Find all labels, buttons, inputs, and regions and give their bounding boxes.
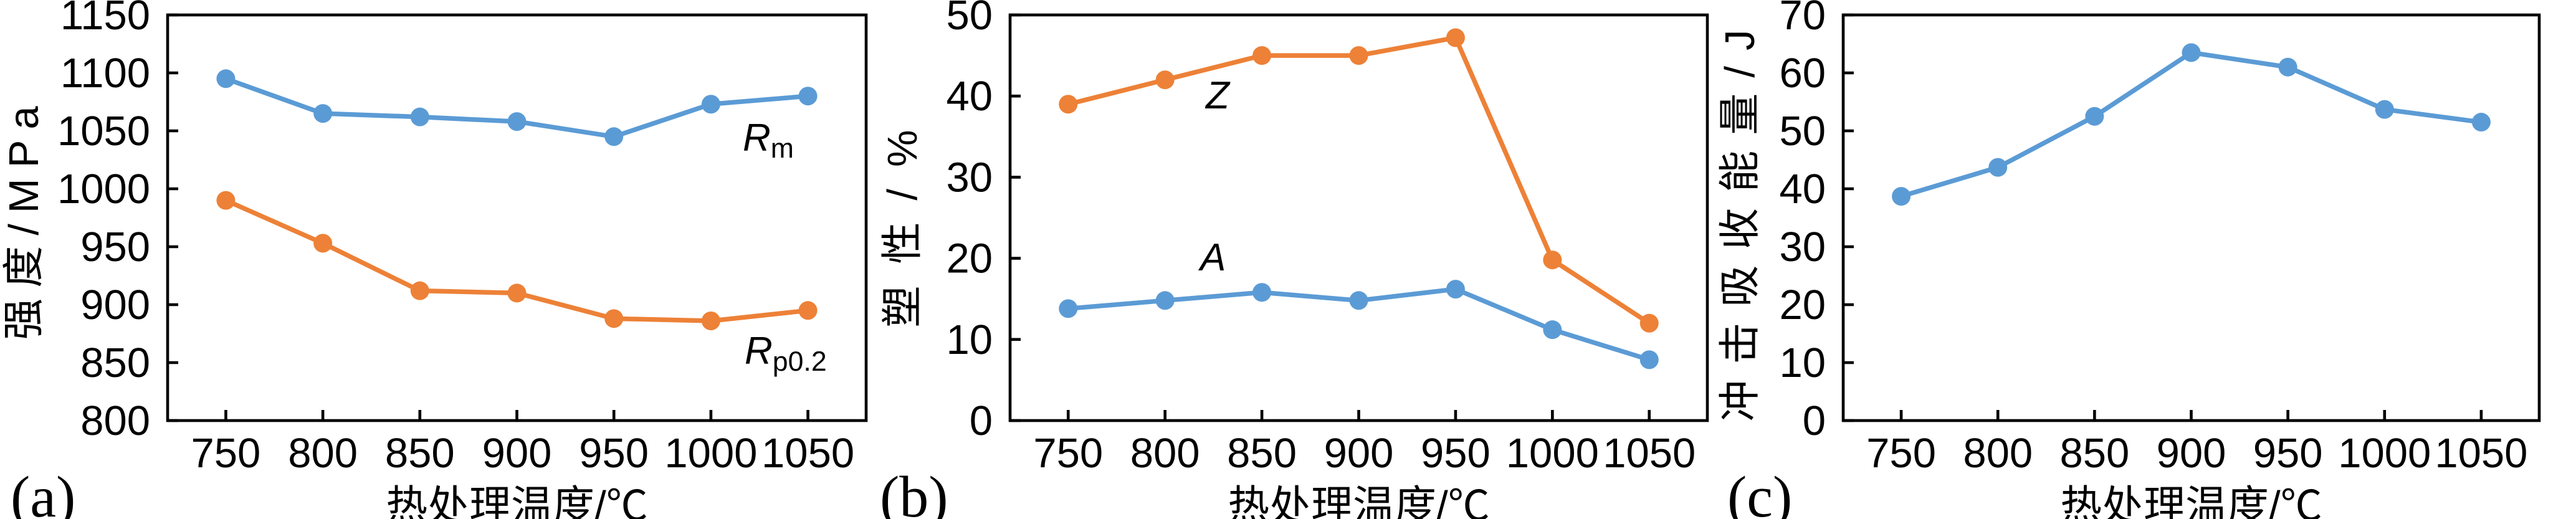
svg-text:900: 900 bbox=[80, 282, 150, 328]
svg-text:60: 60 bbox=[1779, 50, 1826, 97]
svg-text:塑性/%: 塑性/% bbox=[879, 108, 926, 327]
svg-text:10: 10 bbox=[1779, 340, 1826, 386]
svg-text:70: 70 bbox=[1779, 0, 1826, 39]
svg-text:1050: 1050 bbox=[57, 108, 150, 155]
svg-text:10: 10 bbox=[946, 317, 993, 363]
svg-text:1050: 1050 bbox=[1603, 430, 1696, 477]
svg-text:850: 850 bbox=[1227, 430, 1297, 477]
svg-text:热处理温度/℃: 热处理温度/℃ bbox=[1228, 483, 1490, 519]
svg-text:A: A bbox=[1198, 236, 1226, 279]
svg-text:20: 20 bbox=[1779, 282, 1826, 328]
svg-text:(b): (b) bbox=[880, 465, 948, 519]
svg-text:1000: 1000 bbox=[664, 430, 757, 477]
svg-text:950: 950 bbox=[579, 430, 649, 477]
svg-text:800: 800 bbox=[288, 430, 358, 477]
svg-text:1050: 1050 bbox=[761, 430, 854, 477]
svg-text:950: 950 bbox=[1421, 430, 1491, 477]
svg-text:900: 900 bbox=[2157, 430, 2226, 477]
svg-text:850: 850 bbox=[2059, 430, 2129, 477]
svg-text:热处理温度/℃: 热处理温度/℃ bbox=[386, 483, 648, 519]
svg-text:900: 900 bbox=[1324, 430, 1394, 477]
svg-text:30: 30 bbox=[1779, 224, 1826, 270]
svg-text:Z: Z bbox=[1205, 74, 1231, 117]
svg-text:800: 800 bbox=[1963, 430, 2033, 477]
svg-text:冲击吸收能量/J: 冲击吸收能量/J bbox=[1717, 14, 1763, 421]
svg-text:1000: 1000 bbox=[1506, 430, 1599, 477]
svg-text:30: 30 bbox=[946, 154, 993, 201]
svg-text:750: 750 bbox=[1866, 430, 1936, 477]
svg-text:800: 800 bbox=[1130, 430, 1200, 477]
svg-text:1150: 1150 bbox=[60, 0, 150, 39]
svg-text:750: 750 bbox=[191, 430, 261, 477]
svg-text:950: 950 bbox=[80, 224, 150, 270]
svg-text:950: 950 bbox=[2253, 430, 2323, 477]
svg-text:900: 900 bbox=[482, 430, 552, 477]
svg-text:1100: 1100 bbox=[60, 50, 150, 97]
svg-text:40: 40 bbox=[946, 73, 993, 120]
svg-text:850: 850 bbox=[80, 340, 150, 386]
svg-text:750: 750 bbox=[1033, 430, 1103, 477]
svg-text:50: 50 bbox=[1779, 108, 1826, 155]
svg-text:1000: 1000 bbox=[2338, 430, 2431, 477]
svg-text:1000: 1000 bbox=[57, 166, 150, 212]
svg-text:50: 50 bbox=[946, 0, 993, 39]
svg-text:热处理温度/℃: 热处理温度/℃ bbox=[2060, 483, 2322, 519]
svg-text:800: 800 bbox=[80, 398, 150, 444]
svg-text:0: 0 bbox=[970, 398, 993, 444]
svg-text:(c): (c) bbox=[1727, 465, 1792, 519]
svg-text:20: 20 bbox=[946, 236, 993, 282]
svg-text:(a): (a) bbox=[11, 465, 75, 519]
svg-text:850: 850 bbox=[385, 430, 455, 477]
svg-text:40: 40 bbox=[1779, 166, 1826, 212]
svg-text:0: 0 bbox=[1803, 398, 1826, 444]
svg-text:强度/MPa: 强度/MPa bbox=[1, 95, 47, 340]
svg-text:1050: 1050 bbox=[2435, 430, 2527, 477]
